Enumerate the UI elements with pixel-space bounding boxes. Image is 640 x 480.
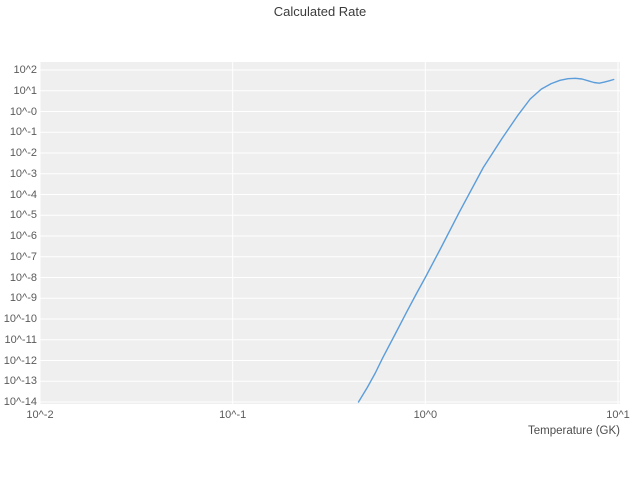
y-tick-label: 10^-6: [9, 230, 37, 242]
y-tick-label: 10^1: [13, 84, 37, 97]
y-tick-label: 10^-5: [9, 209, 37, 222]
y-tick-label: 10^-10: [3, 313, 37, 325]
chart-title: Calculated Rate: [273, 4, 367, 19]
y-tick-label: 10^-3: [9, 167, 37, 180]
x-tick-label: 10^1: [606, 409, 630, 421]
y-tick-label: 10^-7: [9, 250, 37, 263]
x-tick-label: 10^0: [413, 409, 438, 421]
x-tick-label: 10^-1: [219, 409, 247, 421]
y-tick-label: 10^-14: [3, 396, 37, 408]
y-tick-label: 10^-12: [3, 354, 37, 367]
y-tick-label: 10^-4: [9, 188, 37, 201]
plot-area: [40, 62, 620, 404]
y-tick-label: 10^-2: [9, 147, 37, 159]
y-tick-label: 10^-1: [9, 126, 37, 139]
y-tick-label: 10^-9: [9, 292, 37, 305]
x-tick-label: 10^-2: [26, 409, 54, 421]
y-tick-label: 10^-13: [3, 375, 37, 388]
y-tick-label: 10^-0: [9, 105, 37, 118]
x-axis-label: Temperature (GK): [527, 425, 620, 437]
y-tick-label: 10^-8: [9, 271, 37, 284]
y-tick-label: 10^-11: [4, 333, 37, 346]
y-tick-label: 10^2: [13, 64, 37, 76]
